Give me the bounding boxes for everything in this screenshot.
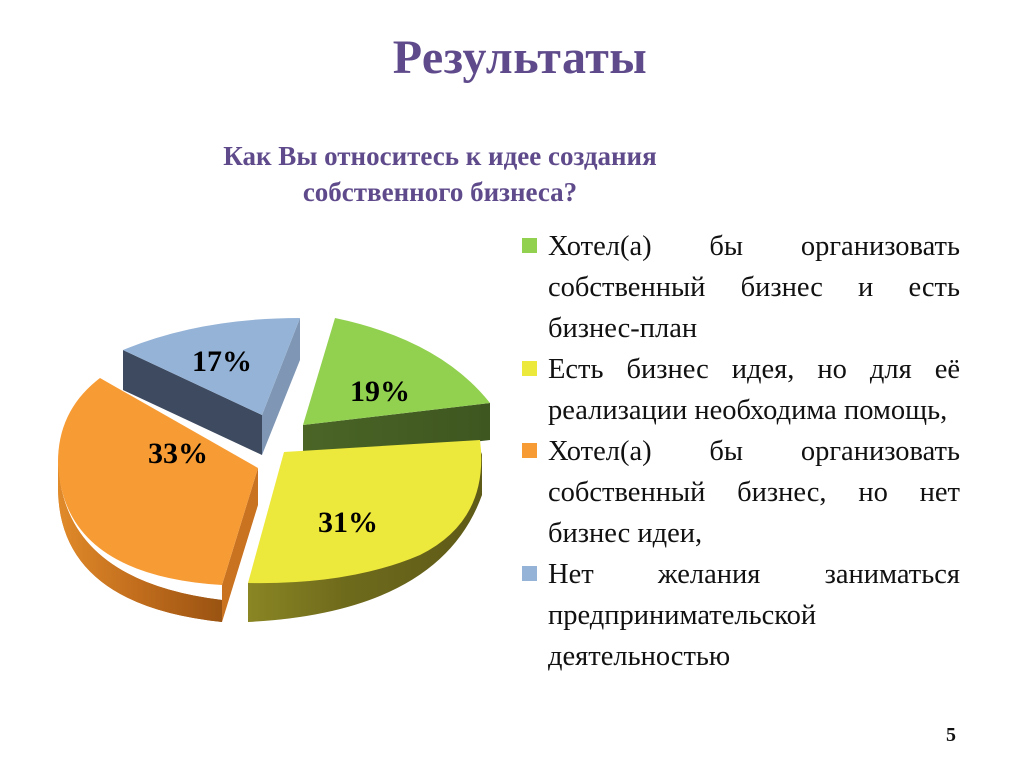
pie-chart: 17% 19% 33% 31% [58, 318, 490, 622]
chart-title-line-2: собственного бизнеса? [302, 177, 578, 207]
chart-legend: Хотел(а) бы организовать собственный биз… [520, 226, 960, 677]
pie-label-orange: 33% [148, 437, 208, 470]
legend-item-orange: Хотел(а) бы организовать собственный биз… [520, 431, 960, 554]
legend-label: Есть бизнес идея, но для её реализации н… [548, 354, 960, 426]
legend-swatch-green-icon [522, 238, 537, 253]
legend-label: Хотел(а) бы организовать собственный биз… [548, 436, 960, 549]
pie-label-green: 19% [350, 375, 410, 408]
legend-swatch-yellow-icon [522, 361, 537, 376]
legend-swatch-orange-icon [522, 443, 537, 458]
legend-item-green: Хотел(а) бы организовать собственный биз… [520, 226, 960, 349]
legend-label: Нет желания заниматься предпринимательск… [548, 559, 960, 672]
pie-label-yellow: 31% [318, 506, 378, 539]
page-number: 5 [946, 724, 956, 746]
pie-slice-green [303, 318, 490, 462]
pie-slice-yellow [248, 440, 482, 622]
chart-title-line-1: Как Вы относитесь к идее создания [223, 141, 657, 171]
legend-item-blue: Нет желания заниматься предпринимательск… [520, 554, 960, 677]
chart-title: Как Вы относитесь к идее создания собств… [150, 138, 730, 210]
legend-label: Хотел(а) бы организовать собственный биз… [548, 231, 960, 344]
legend-item-yellow: Есть бизнес идея, но для её реализации н… [520, 349, 960, 431]
slide-title: Результаты [392, 31, 648, 84]
pie-slice-blue [123, 318, 300, 455]
pie-slice-orange [58, 378, 258, 622]
pie-label-blue: 17% [192, 345, 252, 378]
legend-swatch-blue-icon [522, 566, 537, 581]
